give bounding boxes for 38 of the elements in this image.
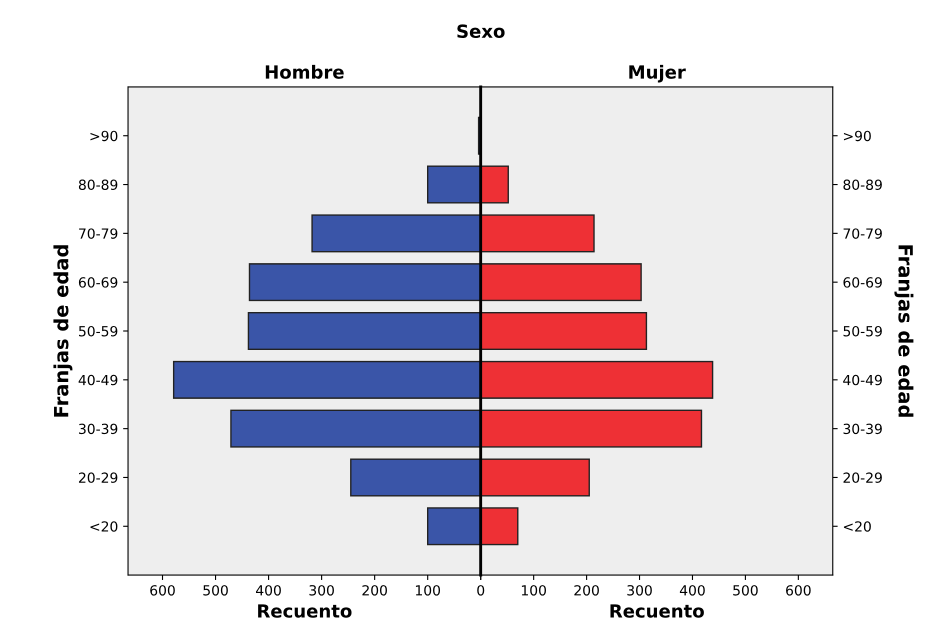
x-tick-label: 500 [733,585,758,596]
y-tick-label: 20-29 [78,472,118,483]
x-tick-label: 200 [574,585,599,596]
y-tick-label: 50-59 [844,326,882,336]
x-axis-title: Recuento [258,604,352,618]
x-tick-label: 600 [786,585,811,596]
chart-title: Mujer [629,64,686,82]
x-tick-label: 100 [416,585,440,596]
x-axis-title: Recuento [610,604,704,618]
y-tick-label: 70-79 [844,228,882,239]
y-tick-label: 40-49 [78,374,118,386]
y-tick-label: <20 [844,521,871,532]
x-tick-label: 0 [477,585,484,596]
y-tick-label: <20 [90,521,118,532]
y-tick-label: 70-79 [79,228,118,239]
y-tick-label: 80-89 [78,180,118,190]
y-tick-label: 60-69 [78,277,118,288]
y-tick-label: >90 [844,130,871,142]
y-tick-label: 20-29 [843,472,882,483]
x-tick-label: 400 [256,585,281,596]
x-tick-label: 400 [680,585,705,596]
y-tick-label: 60-69 [843,277,882,288]
x-tick-label: 200 [362,585,387,596]
x-tick-label: 300 [627,585,652,596]
text: Sexo [457,24,505,38]
y-tick-label: 40-49 [843,374,882,386]
chart-title: Hombre [266,64,344,79]
y-tick-label: >90 [90,130,118,142]
y-tick-label: 50-59 [79,326,118,336]
x-tick-label: 500 [203,585,228,596]
y-tick-label: 80-89 [843,180,882,190]
x-tick-label: 300 [309,585,334,596]
y-tick-label: 30-39 [79,424,118,434]
y-tick-label: 30-39 [844,424,882,434]
y-axis-title: Franjas de edad [53,245,72,417]
x-tick-label: 600 [150,585,175,596]
x-tick-label: 100 [522,585,546,596]
y-axis-title: Franjas de edad [894,245,914,417]
